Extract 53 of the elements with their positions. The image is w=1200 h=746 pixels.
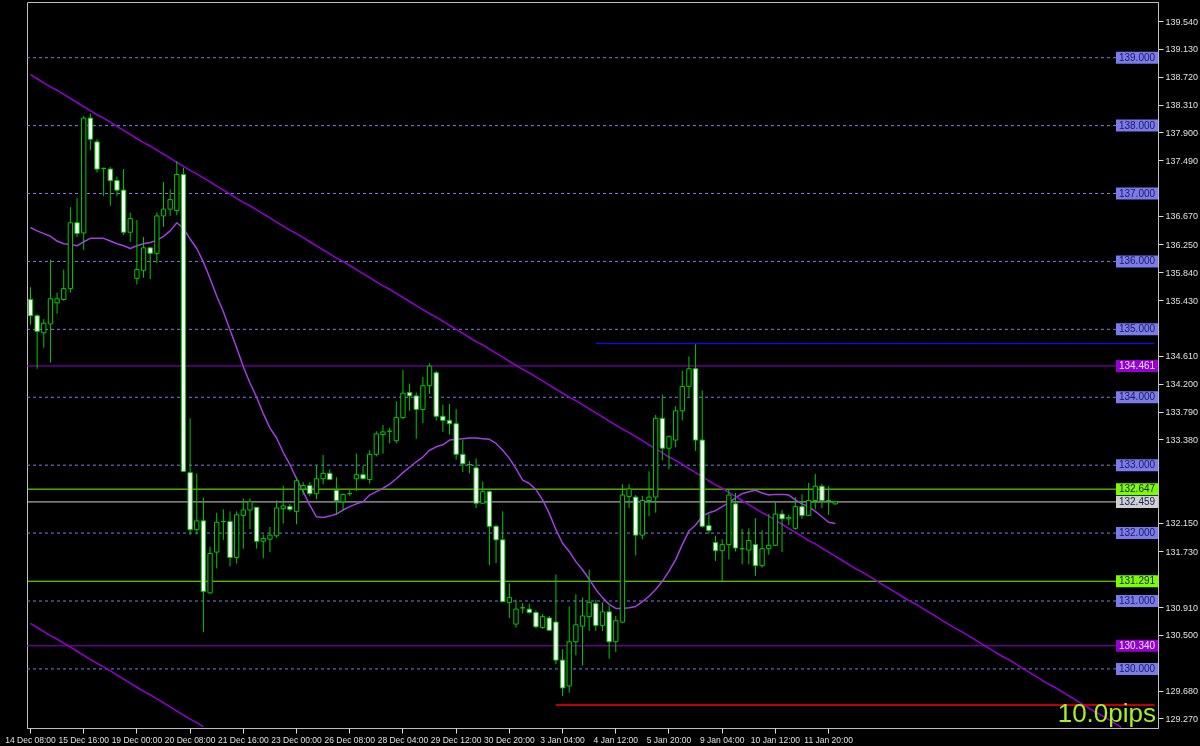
candlestick bbox=[513, 599, 519, 628]
x-tick-label: 9 Jan 04:00 bbox=[699, 734, 745, 745]
y-tick-label: 129.270 bbox=[1165, 713, 1199, 724]
y-tick-label: 134.610 bbox=[1165, 351, 1199, 362]
y-tick-label: 135.430 bbox=[1165, 295, 1199, 306]
x-tick-label: 23 Dec 00:00 bbox=[271, 734, 323, 745]
y-tick-label: 135.840 bbox=[1165, 267, 1199, 278]
y-tick-label: 129.680 bbox=[1165, 686, 1199, 697]
ref-line-label: 132.000 bbox=[1118, 527, 1156, 539]
x-tick-label: 19 Dec 00:00 bbox=[111, 734, 163, 745]
ref-line-label: 133.000 bbox=[1118, 459, 1156, 471]
x-tick-label: 26 Dec 08:00 bbox=[324, 734, 376, 745]
ref-line-label: 130.000 bbox=[1118, 662, 1156, 674]
ref-line-label: 137.000 bbox=[1118, 187, 1156, 199]
ref-line-label: 130.340 bbox=[1118, 639, 1156, 651]
y-tick-label: 139.130 bbox=[1165, 44, 1199, 55]
y-tick-label: 136.250 bbox=[1165, 239, 1199, 250]
ref-line-label: 138.000 bbox=[1118, 119, 1156, 131]
y-tick-label: 133.380 bbox=[1165, 434, 1199, 445]
y-tick-label: 131.730 bbox=[1165, 546, 1199, 557]
y-tick-label: 134.200 bbox=[1165, 379, 1199, 390]
x-tick-label: 30 Dec 20:00 bbox=[484, 734, 535, 745]
y-tick-label: 137.490 bbox=[1165, 155, 1199, 166]
ref-line-label: 131.291 bbox=[1118, 575, 1156, 587]
y-tick-label: 139.540 bbox=[1165, 16, 1199, 27]
x-tick-label: 14 Dec 08:00 bbox=[5, 734, 57, 745]
ref-line-label: 134.461 bbox=[1118, 359, 1156, 371]
y-tick-label: 137.900 bbox=[1165, 127, 1199, 138]
y-tick-label: 133.790 bbox=[1165, 407, 1199, 418]
y-tick-label: 132.150 bbox=[1165, 518, 1199, 529]
ref-line-label: 131.000 bbox=[1118, 595, 1156, 606]
x-tick-label: 5 Jan 20:00 bbox=[646, 734, 692, 745]
x-tick-label: 28 Dec 04:00 bbox=[377, 734, 429, 745]
line-series bbox=[29, 221, 837, 610]
y-tick-label: 136.670 bbox=[1165, 211, 1199, 222]
x-tick-label: 11 Jan 20:00 bbox=[804, 734, 854, 745]
x-tick-label: 29 Dec 12:00 bbox=[430, 734, 482, 745]
y-tick-label: 130.500 bbox=[1165, 630, 1199, 641]
x-tick-label: 21 Dec 16:00 bbox=[218, 734, 269, 745]
ref-line-label: 139.000 bbox=[1118, 51, 1156, 63]
y-tick-label: 138.310 bbox=[1165, 100, 1199, 111]
ref-line-label: 132.459 bbox=[1118, 495, 1156, 507]
ref-line-label: 132.647 bbox=[1118, 483, 1156, 495]
ref-line-label: 136.000 bbox=[1118, 255, 1156, 267]
x-tick-label: 4 Jan 12:00 bbox=[593, 734, 639, 745]
ref-line-label: 135.000 bbox=[1118, 323, 1156, 335]
x-tick-label: 10 Jan 12:00 bbox=[750, 734, 801, 745]
y-tick-label: 130.910 bbox=[1165, 602, 1199, 613]
y-tick-label: 138.720 bbox=[1165, 72, 1199, 83]
x-tick-label: 20 Dec 08:00 bbox=[164, 734, 216, 745]
ref-line-label: 134.000 bbox=[1118, 391, 1156, 403]
x-tick-label: 15 Dec 16:00 bbox=[58, 734, 110, 745]
x-tick-label: 3 Jan 04:00 bbox=[540, 734, 586, 745]
